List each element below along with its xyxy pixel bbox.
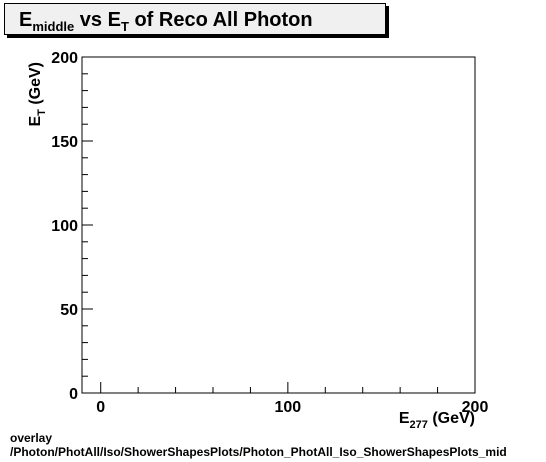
x-tick-label: 100 [275, 399, 302, 416]
x-axis-label: E277 (GeV) [399, 410, 475, 431]
footer-overlay-label: overlay [10, 431, 53, 445]
y-tick-label: 0 [69, 386, 78, 403]
y-tick-label: 200 [51, 50, 78, 67]
plot-frame [81, 56, 476, 394]
x-tick-label: 0 [96, 399, 105, 416]
x-tick-label: 200 [462, 399, 489, 416]
chart-title: Emiddle vs ET of Reco All Photon [19, 9, 313, 34]
footer-path-label: /Photon/PhotAll/Iso/ShowerShapesPlots/Ph… [10, 445, 507, 459]
y-tick-label: 100 [51, 218, 78, 235]
y-tick-label: 50 [60, 302, 78, 319]
y-tick-label: 150 [51, 134, 78, 151]
chart-title-box: Emiddle vs ET of Reco All Photon [4, 3, 386, 35]
y-axis-label: ET (GeV) [27, 62, 48, 127]
